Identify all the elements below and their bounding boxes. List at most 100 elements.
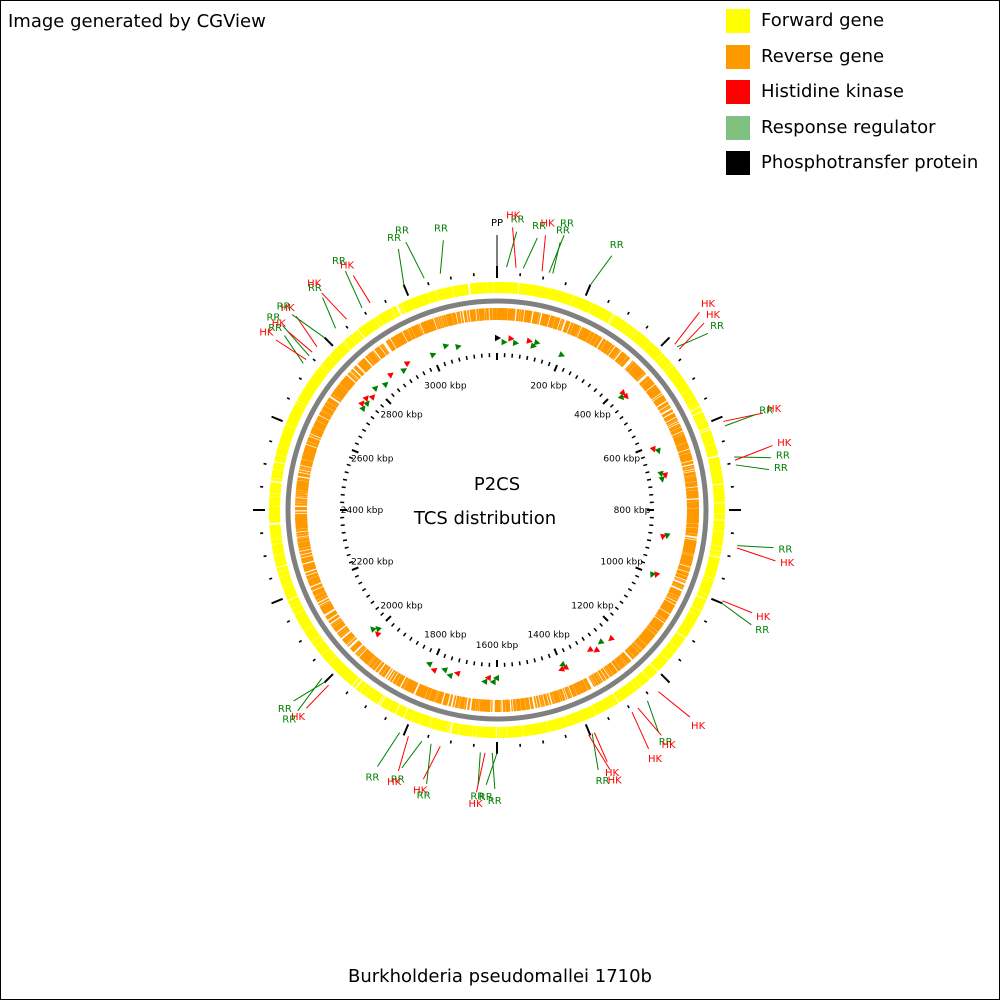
rr-label: RR xyxy=(391,774,405,785)
forward-gene-mark xyxy=(557,717,563,729)
reverse-gene-mark xyxy=(339,628,350,638)
reverse-gene-mark xyxy=(685,484,698,488)
reverse-gene-mark xyxy=(360,650,370,661)
forward-gene-mark xyxy=(334,349,344,358)
inner-minor-tick xyxy=(568,371,572,376)
outer-minor-tick xyxy=(427,282,430,286)
reverse-gene-mark xyxy=(325,401,337,410)
forward-gene-mark xyxy=(513,726,516,738)
reverse-gene-mark xyxy=(397,675,405,687)
inner-minor-tick xyxy=(648,531,653,534)
reverse-gene-mark xyxy=(685,481,698,485)
forward-gene-mark xyxy=(452,286,457,298)
forward-gene-mark xyxy=(686,398,697,405)
reverse-gene-mark xyxy=(336,625,348,635)
reverse-gene-mark xyxy=(659,606,671,614)
kbp-tick-label: 2000 kbp xyxy=(380,601,423,611)
reverse-gene-mark xyxy=(686,521,699,524)
outer-major-tick xyxy=(584,723,592,736)
reverse-gene-mark xyxy=(322,407,334,415)
forward-gene-mark xyxy=(387,700,395,711)
reverse-gene-mark xyxy=(595,337,603,348)
reverse-gene-mark xyxy=(627,647,637,657)
reverse-gene-mark xyxy=(301,458,314,464)
forward-gene-mark xyxy=(310,377,321,386)
reverse-gene-mark xyxy=(648,623,659,632)
reverse-gene-mark xyxy=(335,387,347,396)
forward-gene-mark xyxy=(665,367,676,375)
reverse-gene-mark xyxy=(602,342,611,353)
forward-gene-mark xyxy=(681,623,692,631)
reverse-gene-mark xyxy=(661,603,673,611)
inner-minor-tick xyxy=(450,359,454,364)
reverse-gene-mark xyxy=(418,685,425,697)
forward-gene-mark xyxy=(443,288,448,300)
forward-gene-mark xyxy=(585,301,592,313)
reverse-gene-mark xyxy=(422,321,429,334)
reverse-gene-mark xyxy=(680,458,693,463)
reverse-gene-mark xyxy=(313,425,325,432)
reverse-gene-mark xyxy=(618,354,627,365)
outer-minor-tick xyxy=(449,740,452,744)
forward-gene-mark xyxy=(705,445,717,451)
reverse-gene-mark xyxy=(519,698,523,711)
forward-gene-mark xyxy=(455,723,459,735)
reverse-gene-mark xyxy=(564,687,570,699)
reverse-gene-mark xyxy=(606,664,615,675)
reverse-gene-mark xyxy=(310,431,322,438)
inner-minor-tick xyxy=(623,422,628,426)
reverse-gene-mark xyxy=(460,311,465,324)
credit-text: Image generated by CGView xyxy=(8,11,266,32)
forward-gene-mark xyxy=(702,577,714,582)
callout-line xyxy=(397,736,409,772)
reverse-gene-mark xyxy=(334,388,346,398)
forward-gene-mark xyxy=(435,719,441,731)
reverse-gene-mark xyxy=(376,662,385,673)
forward-gene-mark xyxy=(476,726,479,738)
reverse-gene-mark xyxy=(664,597,677,605)
forward-gene-mark xyxy=(288,417,299,424)
reverse-gene-mark xyxy=(396,334,404,346)
forward-gene-mark xyxy=(514,726,517,738)
inner-minor-tick xyxy=(599,622,603,627)
callout-line xyxy=(506,231,518,268)
forward-gene-mark xyxy=(652,660,662,669)
reverse-gene-mark xyxy=(316,595,328,602)
forward-gene-mark xyxy=(533,723,537,735)
forward-gene-mark xyxy=(688,402,699,410)
reverse-gene-mark xyxy=(516,309,520,322)
forward-gene-mark xyxy=(433,290,439,302)
forward-gene-mark xyxy=(706,563,718,568)
callout-line xyxy=(724,414,756,427)
inner-minor-tick xyxy=(344,471,349,474)
outer-minor-tick xyxy=(703,620,708,623)
reverse-gene-mark xyxy=(545,314,551,327)
reverse-gene-mark xyxy=(482,308,485,321)
reverse-gene-mark xyxy=(330,617,342,626)
reverse-gene-mark xyxy=(634,640,644,650)
reverse-gene-mark xyxy=(685,488,698,492)
reverse-gene-mark xyxy=(309,434,321,440)
reverse-gene-mark xyxy=(464,310,468,323)
reverse-gene-mark xyxy=(584,330,592,342)
reverse-gene-mark xyxy=(466,697,470,710)
reverse-gene-mark xyxy=(471,698,474,711)
reverse-gene-mark xyxy=(448,694,453,707)
forward-gene-mark xyxy=(283,585,294,591)
forward-gene-mark xyxy=(271,543,283,547)
outer-minor-tick xyxy=(626,704,630,709)
reverse-gene-mark xyxy=(426,688,432,700)
reverse-gene-mark xyxy=(671,583,684,590)
reverse-gene-mark xyxy=(658,403,670,411)
reverse-gene-mark xyxy=(614,658,623,669)
reverse-gene-mark xyxy=(678,564,691,570)
rr-marker xyxy=(654,447,661,455)
forward-gene-mark xyxy=(563,292,569,304)
hk-marker xyxy=(453,670,461,677)
forward-gene-mark xyxy=(709,463,721,468)
reverse-gene-mark xyxy=(565,321,571,334)
callout-line xyxy=(282,325,310,357)
reverse-gene-mark xyxy=(663,601,675,609)
forward-gene-mark xyxy=(344,671,354,681)
forward-gene-mark xyxy=(515,282,518,294)
